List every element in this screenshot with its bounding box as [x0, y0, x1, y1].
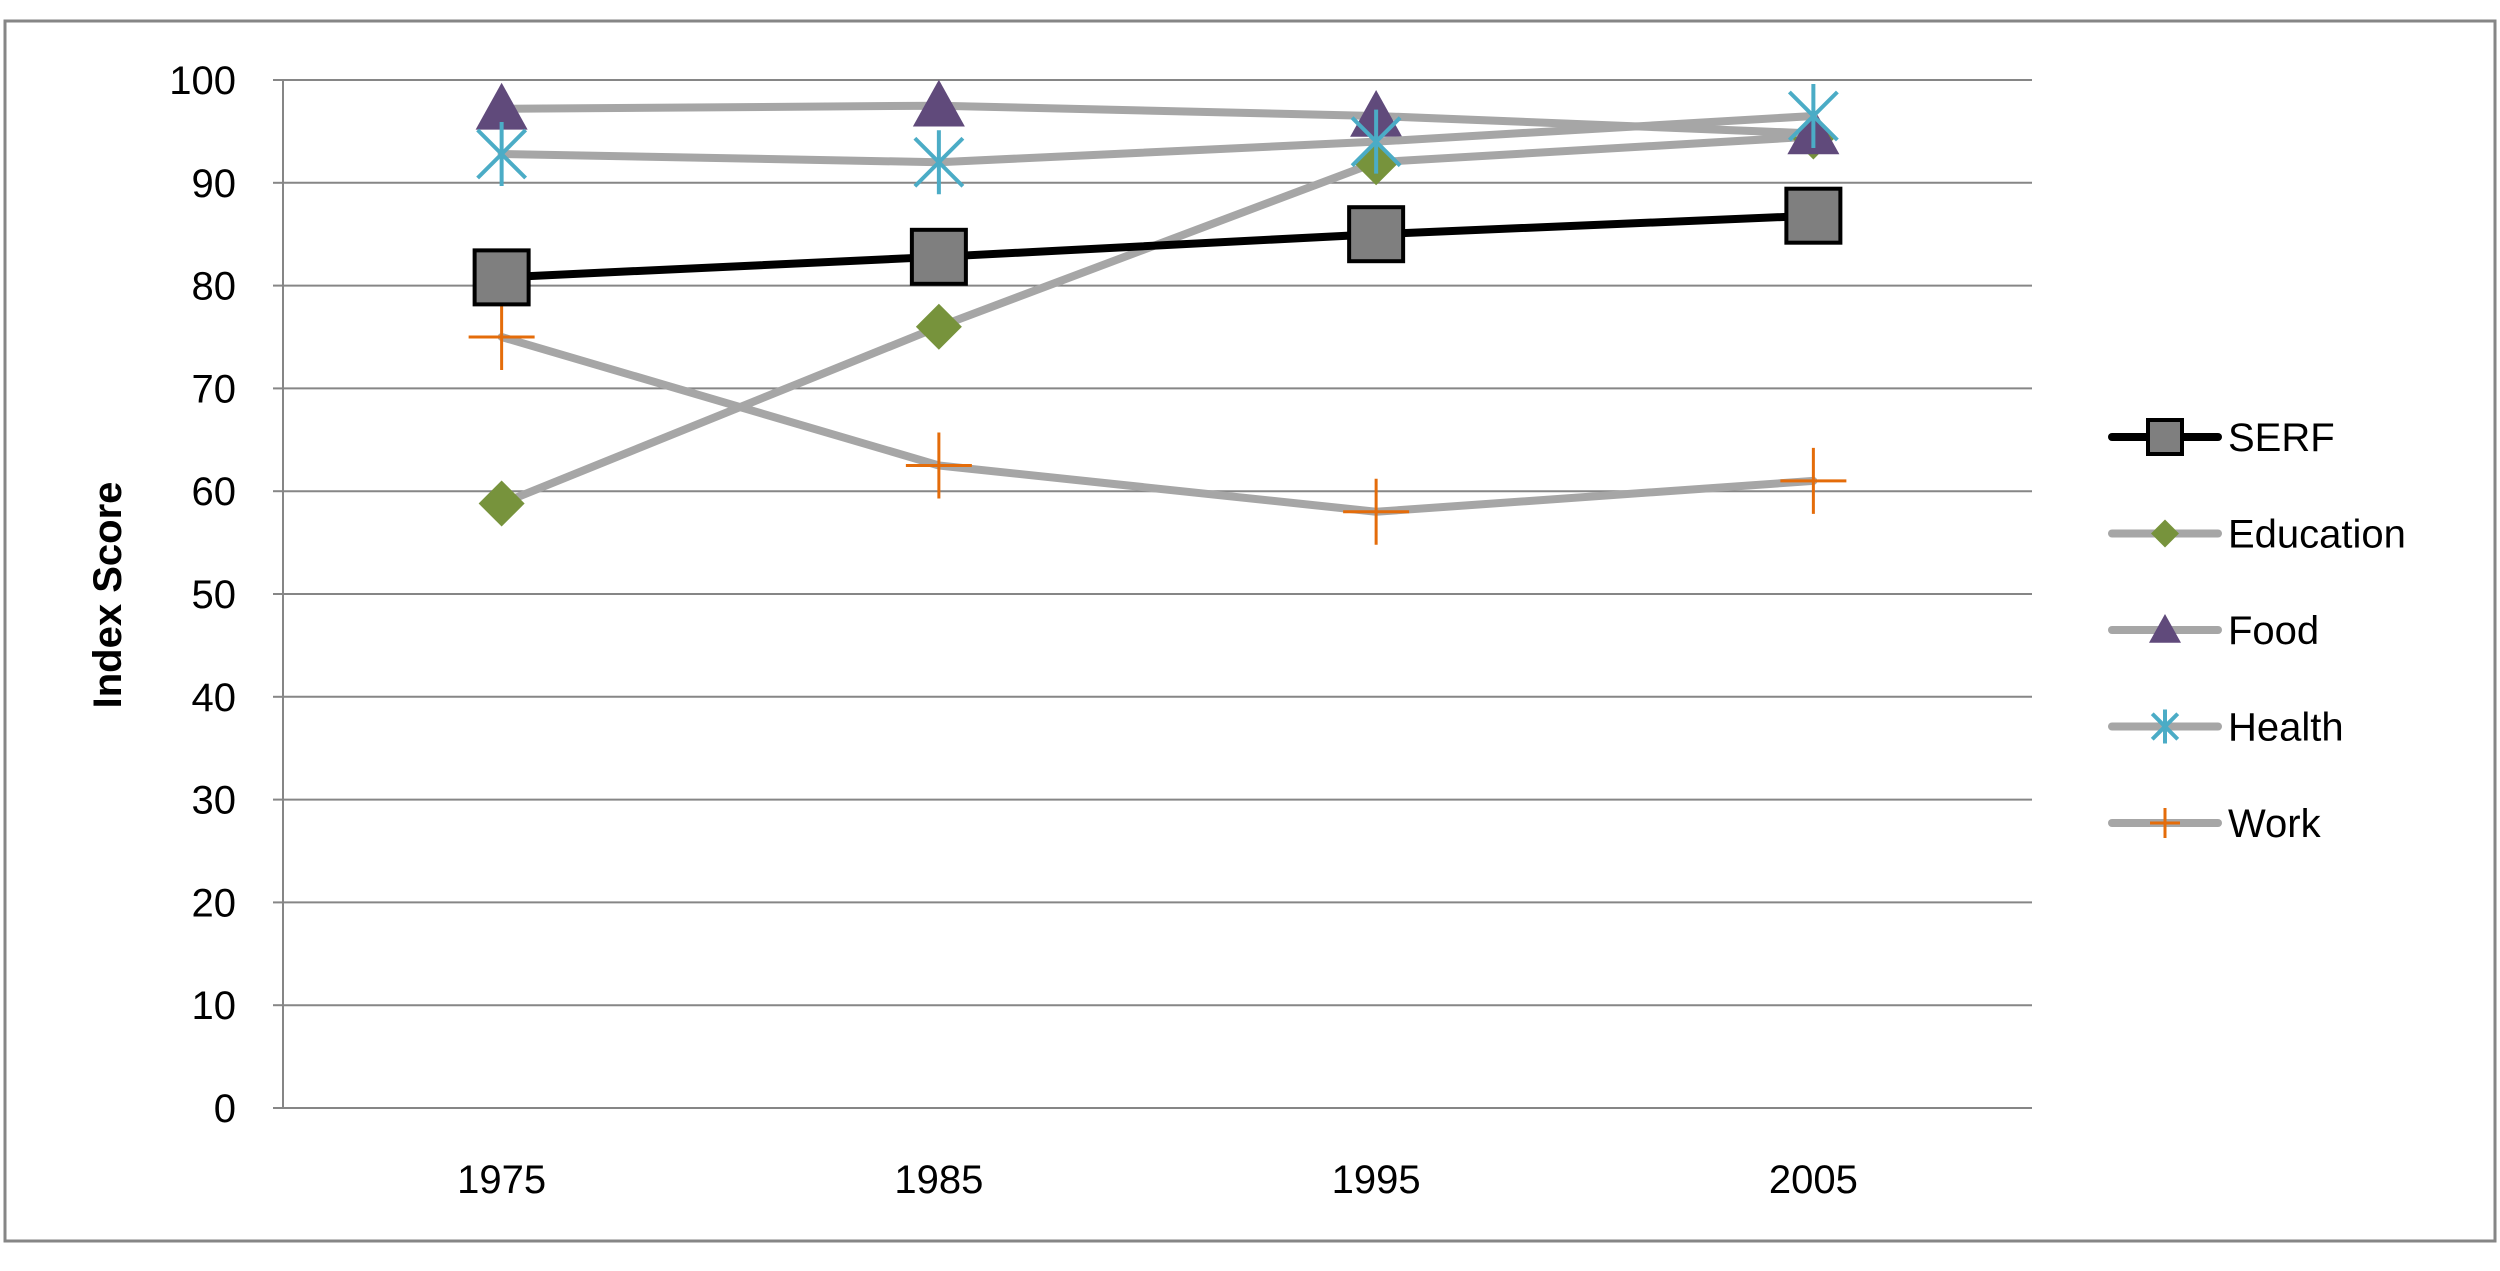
series-line [497, 211, 1818, 282]
data-point [475, 82, 528, 130]
series-health [476, 83, 1839, 195]
data-point [915, 303, 962, 350]
data-point [1347, 205, 1406, 264]
x-tick-label: 1995 [1332, 1158, 1421, 1202]
y-tick-label: 60 [192, 470, 237, 514]
data-point [468, 304, 535, 370]
data-point [472, 248, 531, 307]
legend-label: Education [2228, 513, 2406, 557]
y-tick-label: 90 [192, 162, 237, 206]
gridlines [283, 79, 2032, 1007]
legend-label: Food [2228, 609, 2319, 653]
legend-item-education: Education [2108, 513, 2406, 557]
series-serf [472, 186, 1843, 307]
data-point [2146, 418, 2184, 456]
y-tick-label: 0 [214, 1087, 236, 1131]
data-point [2151, 519, 2179, 548]
data-point [2150, 709, 2180, 744]
legend-item-health: Health [2108, 706, 2344, 750]
y-tick-label: 70 [192, 367, 237, 411]
chart-border [3, 19, 2497, 1243]
y-axis-title: Index Score [86, 482, 130, 709]
series-line [497, 101, 1818, 138]
data-point [478, 480, 525, 527]
y-tick-label: 40 [192, 676, 237, 720]
series-line [497, 111, 1818, 167]
data-point [913, 130, 965, 195]
legend-label: Health [2228, 706, 2344, 750]
legend-item-food: Food [2108, 609, 2319, 653]
x-tick-label: 2005 [1769, 1158, 1858, 1202]
legend-item-serf: SERF [2108, 416, 2335, 460]
y-tick-label: 20 [192, 881, 237, 925]
data-point [1780, 447, 1847, 514]
series-line [497, 333, 1818, 516]
legend-item-work: Work [2108, 802, 2322, 846]
series-work [468, 304, 1847, 545]
data-point [909, 227, 968, 286]
series-group [468, 79, 1847, 545]
legend-label: SERF [2228, 416, 2335, 460]
y-tick-label: 50 [192, 573, 237, 617]
x-tick-label: 1975 [457, 1158, 546, 1202]
y-tick-label: 100 [169, 59, 236, 103]
data-point [2150, 808, 2180, 838]
data-point [476, 122, 528, 187]
y-tick-label: 10 [192, 984, 237, 1028]
legend: SERF Education Food Health Work [2108, 416, 2406, 846]
legend-label: Work [2228, 802, 2322, 846]
axes: 0 10 20 30 40 50 60 70 80 90 100 1975 1985 1995 2005 [169, 59, 2032, 1202]
y-tick-label: 80 [192, 265, 237, 309]
data-point [1350, 109, 1402, 174]
data-point [2149, 614, 2181, 643]
y-tick-label: 30 [192, 779, 237, 823]
data-point [912, 79, 965, 127]
x-tick-label: 1985 [894, 1158, 983, 1202]
data-point [905, 432, 972, 499]
data-point [1343, 478, 1410, 545]
data-point [1787, 83, 1839, 148]
data-point [1784, 186, 1843, 245]
